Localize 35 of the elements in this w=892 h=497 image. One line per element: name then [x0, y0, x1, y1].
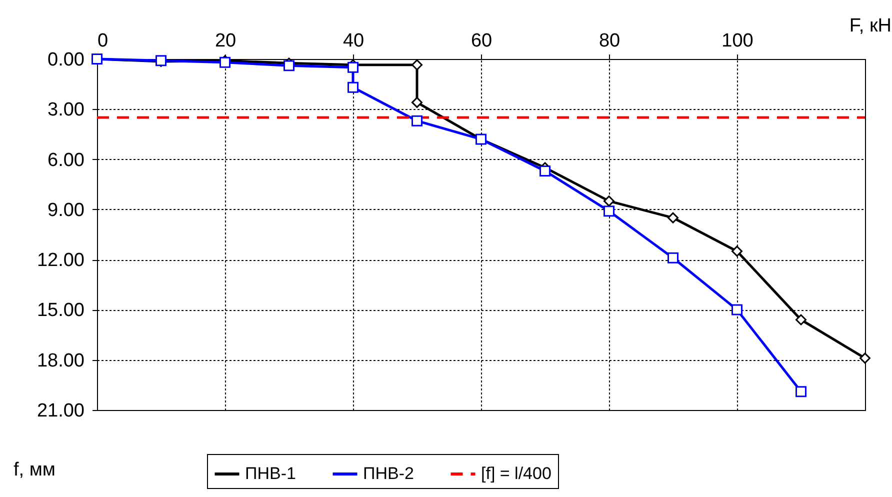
x-axis-title: F, кН	[849, 16, 892, 36]
point	[348, 82, 358, 93]
x-tick-label: 60	[470, 30, 492, 52]
legend-label: [f] = l/400	[481, 464, 552, 483]
point	[412, 59, 422, 70]
legend-label: ПНВ-2	[363, 464, 414, 483]
point	[732, 246, 742, 257]
point	[412, 96, 422, 108]
y-tick-label: 18.00	[36, 350, 84, 372]
point	[796, 314, 806, 326]
point	[668, 252, 678, 264]
x-tick-label: 80	[598, 30, 620, 52]
point	[796, 386, 806, 398]
point	[860, 352, 870, 364]
point	[668, 212, 678, 224]
point	[732, 304, 742, 316]
y-tick-label: 12.00	[36, 250, 84, 272]
point	[604, 206, 614, 217]
x-tick-label: 20	[214, 30, 236, 52]
y-tick-label: 3.00	[48, 100, 84, 121]
y-tick-label: 9.00	[48, 200, 84, 221]
point	[540, 165, 550, 176]
point	[604, 196, 614, 207]
y-tick-label: 0.00	[48, 50, 84, 70]
x-tick-label: 0	[98, 30, 108, 52]
point	[412, 115, 422, 126]
point	[348, 62, 358, 73]
x-tick-label: 100	[722, 30, 754, 52]
y-tick-label: 6.00	[48, 150, 84, 171]
y-tick-label: 21.00	[36, 400, 84, 422]
y-tick-label: 15.00	[36, 300, 84, 322]
x-tick-label: 40	[342, 30, 364, 52]
point	[284, 60, 294, 72]
y-axis-title: f, мм	[14, 460, 56, 480]
legend-label: ПНВ-1	[245, 464, 296, 483]
